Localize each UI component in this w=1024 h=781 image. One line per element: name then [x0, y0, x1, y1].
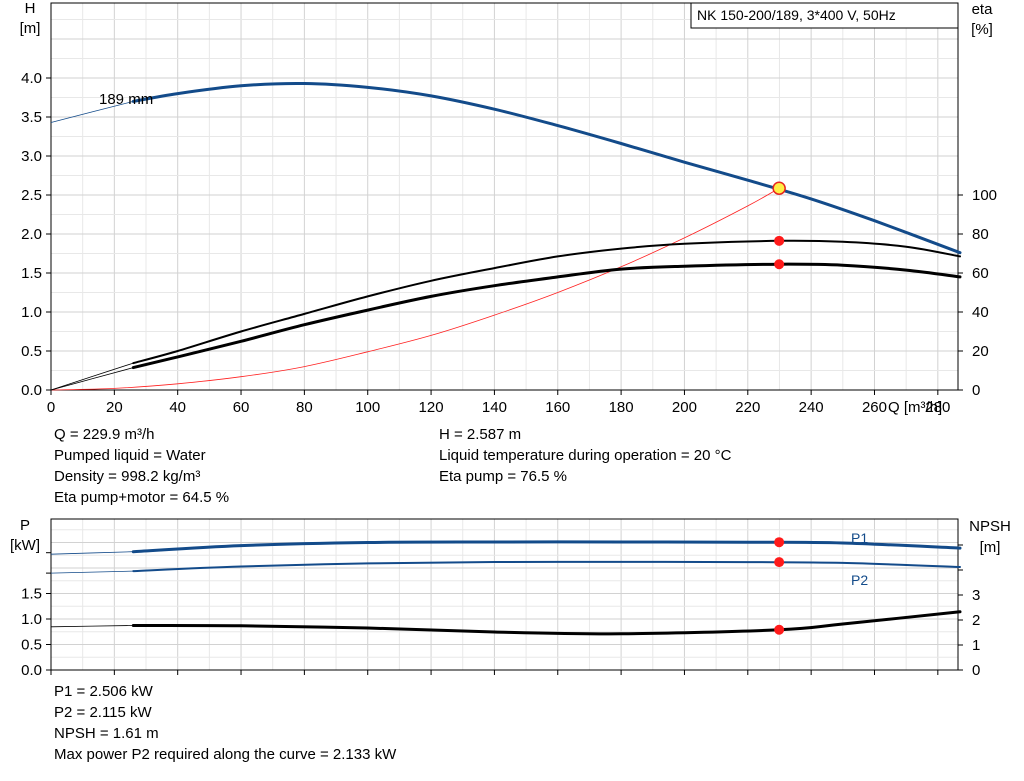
y-tick-label: 2.5 [21, 187, 42, 204]
p1-curve [131, 540, 962, 554]
info-npsh: NPSH = 1.61 m [54, 725, 159, 742]
npsh-curve-extension [50, 625, 134, 628]
info-block-right: H = 2.587 m Liquid temperature during op… [439, 424, 731, 487]
head-curve-extension [50, 101, 134, 123]
system-curve [50, 187, 780, 391]
y-tick-label: 0.5 [21, 343, 42, 360]
p1-curve-extension [50, 551, 134, 555]
info-block-power: P1 = 2.506 kW P2 = 2.115 kW NPSH = 1.61 … [54, 681, 396, 765]
duty-point-p1 [774, 537, 785, 548]
x-tick-label: 120 [419, 399, 444, 416]
y-axis-label: H [25, 0, 36, 17]
info-head: H = 2.587 m [439, 426, 522, 443]
y2-tick-label: 40 [972, 304, 989, 321]
npsh-tick-label: 1 [972, 637, 980, 654]
eta-pump-curve [132, 239, 961, 365]
y-tick-label: 0.0 [21, 382, 42, 399]
y2-tick-label: 80 [972, 226, 989, 243]
y2-tick-label: 60 [972, 265, 989, 282]
p-tick-label: 1.0 [21, 611, 42, 628]
npsh-curve [131, 610, 962, 636]
x-tick-label: 220 [735, 399, 760, 416]
x-tick-label: 160 [545, 399, 570, 416]
y2-tick-label: 0 [972, 382, 980, 399]
x-axis-label: Q [m³/h] [888, 399, 942, 416]
y2-axis-label: eta [972, 1, 994, 18]
info-liquid: Pumped liquid = Water [54, 447, 206, 464]
p-tick-label: 0.0 [21, 662, 42, 679]
x-tick-label: 180 [609, 399, 634, 416]
chart-title-box [690, 2, 959, 29]
x-tick-label: 140 [482, 399, 507, 416]
info-eta-total: Eta pump+motor = 64.5 % [54, 489, 230, 506]
npsh-axis-label: NPSH [969, 518, 1011, 535]
y-tick-label: 3.0 [21, 148, 42, 165]
p2-curve [132, 560, 961, 573]
y-tick-label: 1.0 [21, 304, 42, 321]
duty-point-npsh [774, 624, 785, 635]
p1-series-label: P1 [851, 530, 868, 546]
x-tick-label: 60 [233, 399, 250, 416]
x-tick-label: 240 [799, 399, 824, 416]
p-tick-label: 0.5 [21, 637, 42, 654]
p-axis-label: P [20, 517, 30, 534]
x-tick-label: 0 [47, 399, 55, 416]
y2-axis-unit: [%] [971, 21, 993, 38]
info-p2: P2 = 2.115 kW [54, 704, 152, 721]
impeller-diameter-label: 189 mm [99, 91, 153, 108]
p-axis-unit: [kW] [10, 537, 40, 554]
info-temperature: Liquid temperature during operation = 20… [439, 447, 732, 464]
top-plot-frame [50, 2, 959, 391]
duty-point-eta-pump [774, 235, 785, 246]
info-flow: Q = 229.9 m³/h [54, 426, 155, 443]
x-tick-label: 20 [106, 399, 123, 416]
x-tick-label: 40 [169, 399, 186, 416]
head-curve [131, 81, 962, 255]
y-tick-label: 2.0 [21, 226, 42, 243]
info-max-p2: Max power P2 required along the curve = … [54, 746, 397, 763]
info-eta-pump: Eta pump = 76.5 % [439, 468, 567, 485]
info-density: Density = 998.2 kg/m³ [54, 468, 201, 485]
y2-tick-label: 20 [972, 343, 989, 360]
p2-series-label: P2 [851, 572, 868, 588]
duty-point-p2 [774, 557, 785, 568]
y-axis-unit: [m] [20, 20, 41, 37]
info-p1: P1 = 2.506 kW [54, 683, 153, 700]
npsh-tick-label: 2 [972, 612, 980, 629]
p2-curve-extension [50, 570, 134, 574]
info-block-left: Q = 229.9 m³/h Pumped liquid = Water Den… [54, 424, 229, 508]
x-tick-label: 280 [925, 399, 950, 416]
npsh-tick-label: 3 [972, 587, 980, 604]
y-tick-label: 1.5 [21, 265, 42, 282]
y-tick-label: 4.0 [21, 70, 42, 87]
x-tick-label: 80 [296, 399, 313, 416]
x-tick-label: 260 [862, 399, 887, 416]
x-tick-label: 200 [672, 399, 697, 416]
duty-point-eta-total [774, 259, 785, 270]
p-tick-label: 1.5 [21, 586, 42, 603]
y-tick-label: 3.5 [21, 109, 42, 126]
eta-pump-motor-curve-extension [50, 367, 134, 391]
x-tick-label: 100 [355, 399, 380, 416]
npsh-tick-label: 0 [972, 662, 980, 679]
eta-pump-motor-curve [131, 262, 962, 370]
chart-title: NK 150-200/189, 3*400 V, 50Hz [697, 7, 896, 23]
npsh-axis-unit: [m] [980, 539, 1001, 556]
y2-tick-label: 100 [972, 187, 997, 204]
duty-point-head [772, 181, 786, 195]
